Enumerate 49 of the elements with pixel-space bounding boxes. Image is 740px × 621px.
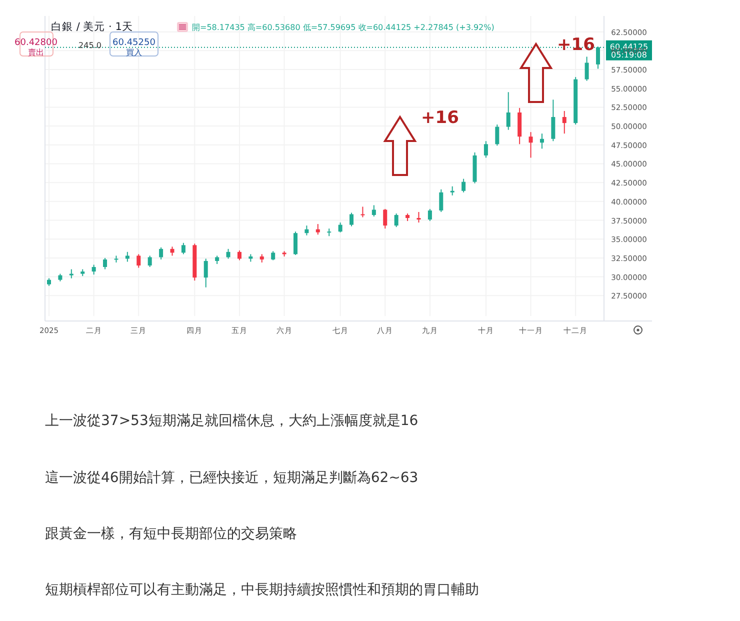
- annotation: +16: [421, 108, 459, 128]
- candlestick: [383, 208, 388, 230]
- candlestick: [562, 110, 566, 134]
- text: 這一波從46開始計算，已經快接近，短期滿足判斷為62~63: [45, 470, 418, 486]
- candlestick: [372, 204, 376, 218]
- candlestick: [428, 208, 432, 222]
- text: 白銀 / 美元 · 1天: [51, 20, 133, 33]
- candlestick: [506, 92, 510, 130]
- text: 跟黃金一樣，有短中長期部位的交易策略: [45, 526, 297, 542]
- candlestick: [237, 250, 242, 261]
- annotation: +16: [557, 35, 595, 55]
- candlestick: [462, 178, 466, 193]
- candlestick: [450, 186, 454, 196]
- candlestick: [204, 258, 208, 288]
- candlestick: [271, 250, 276, 261]
- candlestick: [360, 206, 365, 218]
- text: 賣出: [28, 48, 44, 57]
- candlestick: [304, 225, 309, 236]
- candlestick: [596, 46, 600, 70]
- annotation: 買入: [126, 48, 142, 57]
- candlestick: [125, 251, 130, 262]
- candlestick: [338, 222, 342, 233]
- candlestick: [584, 56, 589, 82]
- candlestick: [226, 248, 230, 260]
- candlestick: [148, 255, 152, 268]
- candlestick: [495, 124, 500, 146]
- candlestick: [103, 257, 108, 270]
- candlestick: [551, 99, 556, 142]
- candlestick: [439, 188, 444, 212]
- annotation: 245.0: [78, 41, 102, 50]
- candlestick: [136, 254, 141, 268]
- candlestick: [316, 224, 320, 236]
- candlestick: [69, 268, 74, 279]
- candlestick: [528, 132, 533, 158]
- candlestick: [181, 242, 186, 255]
- candlestick: [159, 246, 164, 260]
- text: 開=58.17435 高=60.53680 低=57.59695 收=60.44125 +2.27845 (+3.92%): [192, 23, 494, 32]
- annotation: 60.45250: [112, 38, 156, 48]
- candlestick: [92, 264, 96, 276]
- candlestick: [394, 212, 398, 228]
- text: 短期槓桿部位可以有主動滿足，中長期持續按照慣性和預期的胃口輔助: [45, 582, 479, 598]
- candlestick: [416, 211, 421, 224]
- annotation: 60.42800: [14, 38, 58, 48]
- candlestick: [293, 231, 298, 256]
- candlestick: [540, 133, 544, 150]
- candlestick: [170, 246, 174, 256]
- text: 上一波從37>53短期滿足就回檔休息，大約上漲幅度就是16: [45, 413, 418, 429]
- candlestick: [350, 212, 354, 227]
- candlestick: [484, 140, 488, 158]
